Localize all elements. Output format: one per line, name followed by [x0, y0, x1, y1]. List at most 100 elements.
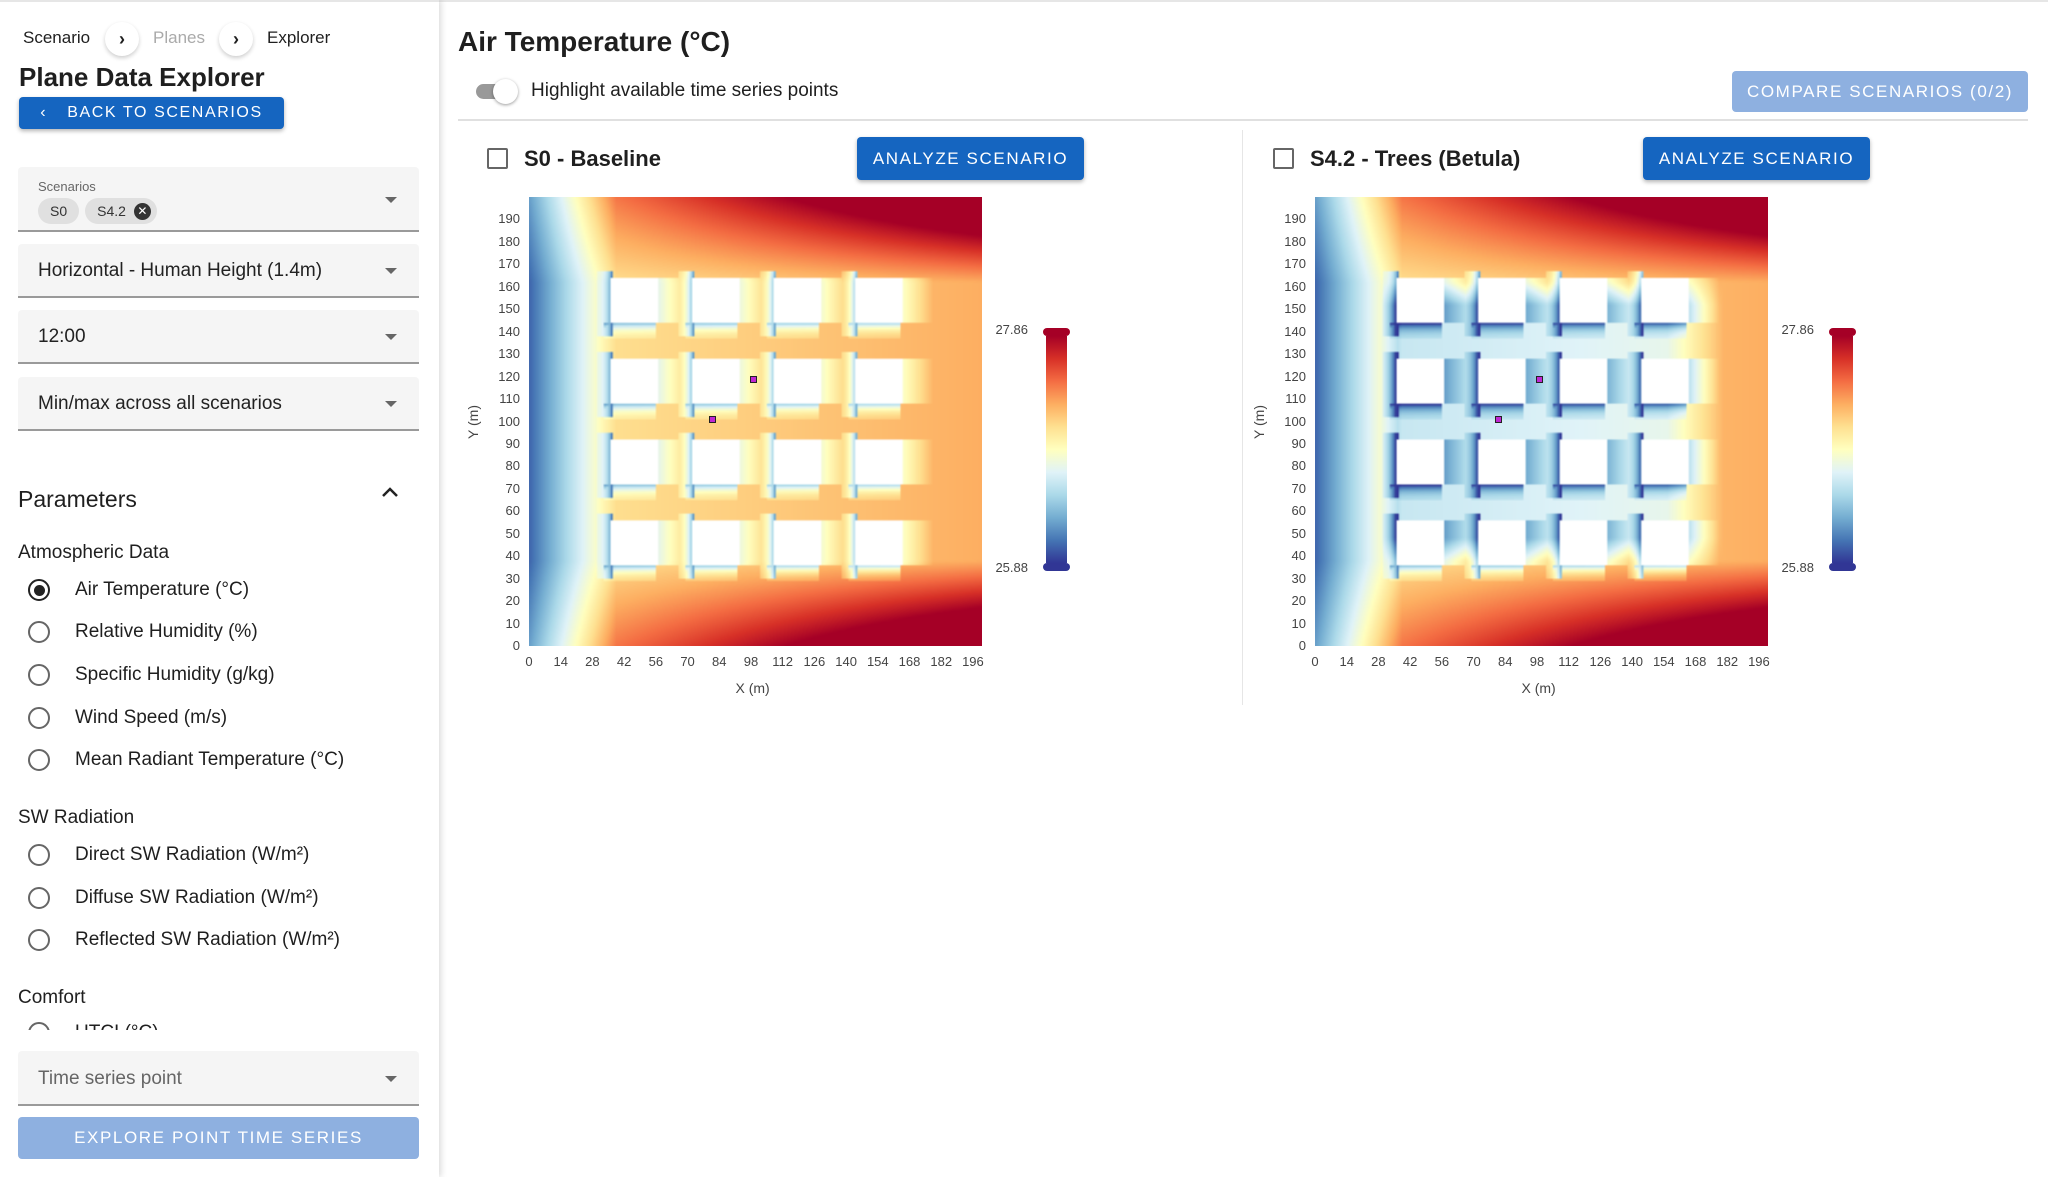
x-axis-label: X (m) — [735, 680, 770, 696]
panel-divider — [1242, 130, 1243, 705]
y-tick-label: 180 — [498, 233, 520, 249]
chevron-right-icon: › — [105, 22, 139, 56]
radio-direct-sw[interactable]: Direct SW Radiation (W/m²) — [28, 844, 309, 866]
divider — [458, 119, 2028, 121]
breadcrumb-planes[interactable]: Planes — [153, 28, 205, 47]
y-tick-label: 160 — [1284, 278, 1306, 294]
radio-icon — [28, 749, 50, 771]
time-series-point-marker[interactable] — [750, 375, 758, 383]
top-border — [439, 0, 2048, 2]
x-tick-label: 112 — [772, 654, 794, 669]
time-select[interactable]: 12:00 — [18, 310, 419, 364]
back-to-scenarios-button[interactable]: ‹ Back to Scenarios — [19, 97, 284, 129]
parameters-list[interactable]: Atmospheric Data Air Temperature (°C) Re… — [0, 532, 439, 1030]
colorbar-min-cap[interactable] — [1829, 563, 1856, 571]
compare-scenarios-button[interactable]: Compare Scenarios (0/2) — [1732, 71, 2028, 112]
scenario-checkbox[interactable] — [487, 148, 508, 169]
chip-s4-2: S4.2 ✕ — [85, 198, 157, 224]
scenario-checkbox[interactable] — [1273, 148, 1294, 169]
y-tick-label: 10 — [1291, 615, 1306, 631]
radio-icon — [28, 621, 50, 643]
x-tick-label: 28 — [1371, 654, 1386, 669]
x-tick-label: 154 — [1652, 654, 1675, 669]
radio-specific-humidity[interactable]: Specific Humidity (g/kg) — [28, 664, 275, 686]
close-icon[interactable]: ✕ — [133, 202, 151, 220]
x-tick-label: 126 — [1589, 654, 1612, 669]
y-tick-label: 110 — [1285, 391, 1306, 407]
radio-wind-speed[interactable]: Wind Speed (m/s) — [28, 707, 227, 729]
x-tick-label: 182 — [1716, 654, 1739, 669]
explore-point-time-series-button[interactable]: Explore Point Time Series — [18, 1117, 419, 1159]
y-tick-label: 30 — [1291, 570, 1306, 586]
y-tick-label: 20 — [505, 593, 520, 609]
chevron-up-icon[interactable] — [380, 482, 400, 502]
analyze-scenario-button[interactable]: Analyze Scenario — [1643, 137, 1870, 180]
x-tick-label: 98 — [1529, 654, 1545, 669]
y-tick-label: 100 — [498, 413, 520, 429]
y-tick-label: 170 — [498, 256, 520, 272]
colorbar-gradient — [1832, 336, 1853, 563]
x-axis-label: X (m) — [1521, 680, 1556, 696]
x-tick-label: 0 — [1311, 654, 1319, 669]
x-tick-label: 42 — [1402, 654, 1418, 669]
x-tick-label: 140 — [835, 654, 857, 669]
breadcrumb-scenario[interactable]: Scenario — [23, 28, 91, 47]
time-series-point-marker[interactable] — [1536, 375, 1544, 383]
plane-select[interactable]: Horizontal - Human Height (1.4m) — [18, 244, 419, 298]
x-tick-label: 56 — [1434, 654, 1450, 669]
time-series-point-marker[interactable] — [709, 416, 717, 424]
caret-down-icon — [385, 1076, 397, 1082]
x-tick-label: 84 — [1498, 654, 1513, 669]
y-tick-label: 70 — [1291, 480, 1306, 496]
scenarios-select[interactable]: Scenarios S0 S4.2 ✕ — [18, 167, 419, 232]
breadcrumb-explorer: Explorer — [267, 28, 331, 47]
x-tick-label: 98 — [743, 654, 759, 669]
x-tick-label: 154 — [866, 654, 889, 669]
time-series-point-marker[interactable] — [1495, 416, 1503, 424]
colorbar — [1043, 328, 1070, 571]
scenario-panel: S4.2 - Trees (Betula) Analyze Scenario Y… — [1244, 120, 2004, 720]
x-tick-label: 196 — [962, 654, 984, 669]
radio-utci[interactable]: UTCI (°C) — [28, 1022, 159, 1030]
colorbar-max-cap[interactable] — [1043, 328, 1070, 336]
y-tick-label: 140 — [1284, 323, 1306, 339]
highlight-toggle[interactable] — [476, 79, 522, 104]
colorbar — [1829, 328, 1856, 571]
heatmap[interactable] — [1315, 197, 1768, 646]
radio-icon — [28, 929, 50, 951]
y-tick-label: 140 — [498, 323, 520, 339]
radio-reflected-sw[interactable]: Reflected SW Radiation (W/m²) — [28, 929, 340, 951]
group-title: SW Radiation — [18, 807, 135, 828]
y-tick-label: 80 — [505, 458, 520, 474]
radio-air-temperature[interactable]: Air Temperature (°C) — [28, 579, 249, 601]
radio-diffuse-sw[interactable]: Diffuse SW Radiation (W/m²) — [28, 887, 319, 909]
analyze-scenario-button[interactable]: Analyze Scenario — [857, 137, 1084, 180]
colorbar-min-cap[interactable] — [1043, 563, 1070, 571]
y-axis-label: Y (m) — [464, 404, 481, 439]
toggle-thumb — [493, 79, 518, 104]
y-tick-label: 150 — [498, 301, 520, 317]
y-tick-label: 90 — [505, 435, 520, 451]
x-tick-label: 14 — [1339, 654, 1354, 669]
caret-down-icon — [385, 334, 397, 340]
range-select[interactable]: Min/max across all scenarios — [18, 377, 419, 431]
y-tick-label: 190 — [498, 211, 520, 227]
time-series-point-select[interactable]: Time series point — [18, 1051, 419, 1106]
radio-relative-humidity[interactable]: Relative Humidity (%) — [28, 621, 258, 643]
y-tick-label: 40 — [505, 548, 520, 564]
y-tick-label: 20 — [1291, 593, 1306, 609]
y-tick-label: 160 — [498, 278, 520, 294]
group-title: Comfort — [18, 987, 86, 1008]
highlight-toggle-label: Highlight available time series points — [531, 80, 839, 101]
y-tick-label: 0 — [512, 638, 520, 653]
y-tick-label: 170 — [1284, 256, 1306, 272]
colorbar-max-cap[interactable] — [1829, 328, 1856, 336]
radio-mean-radiant-temperature[interactable]: Mean Radiant Temperature (°C) — [28, 749, 344, 771]
y-tick-label: 110 — [499, 391, 520, 407]
x-tick-label: 70 — [680, 654, 695, 669]
chevron-left-icon: ‹ — [40, 104, 48, 121]
page-title: Plane Data Explorer — [19, 62, 265, 92]
x-tick-label: 84 — [712, 654, 727, 669]
scenarios-label: Scenarios — [38, 179, 96, 194]
heatmap[interactable] — [529, 197, 982, 646]
